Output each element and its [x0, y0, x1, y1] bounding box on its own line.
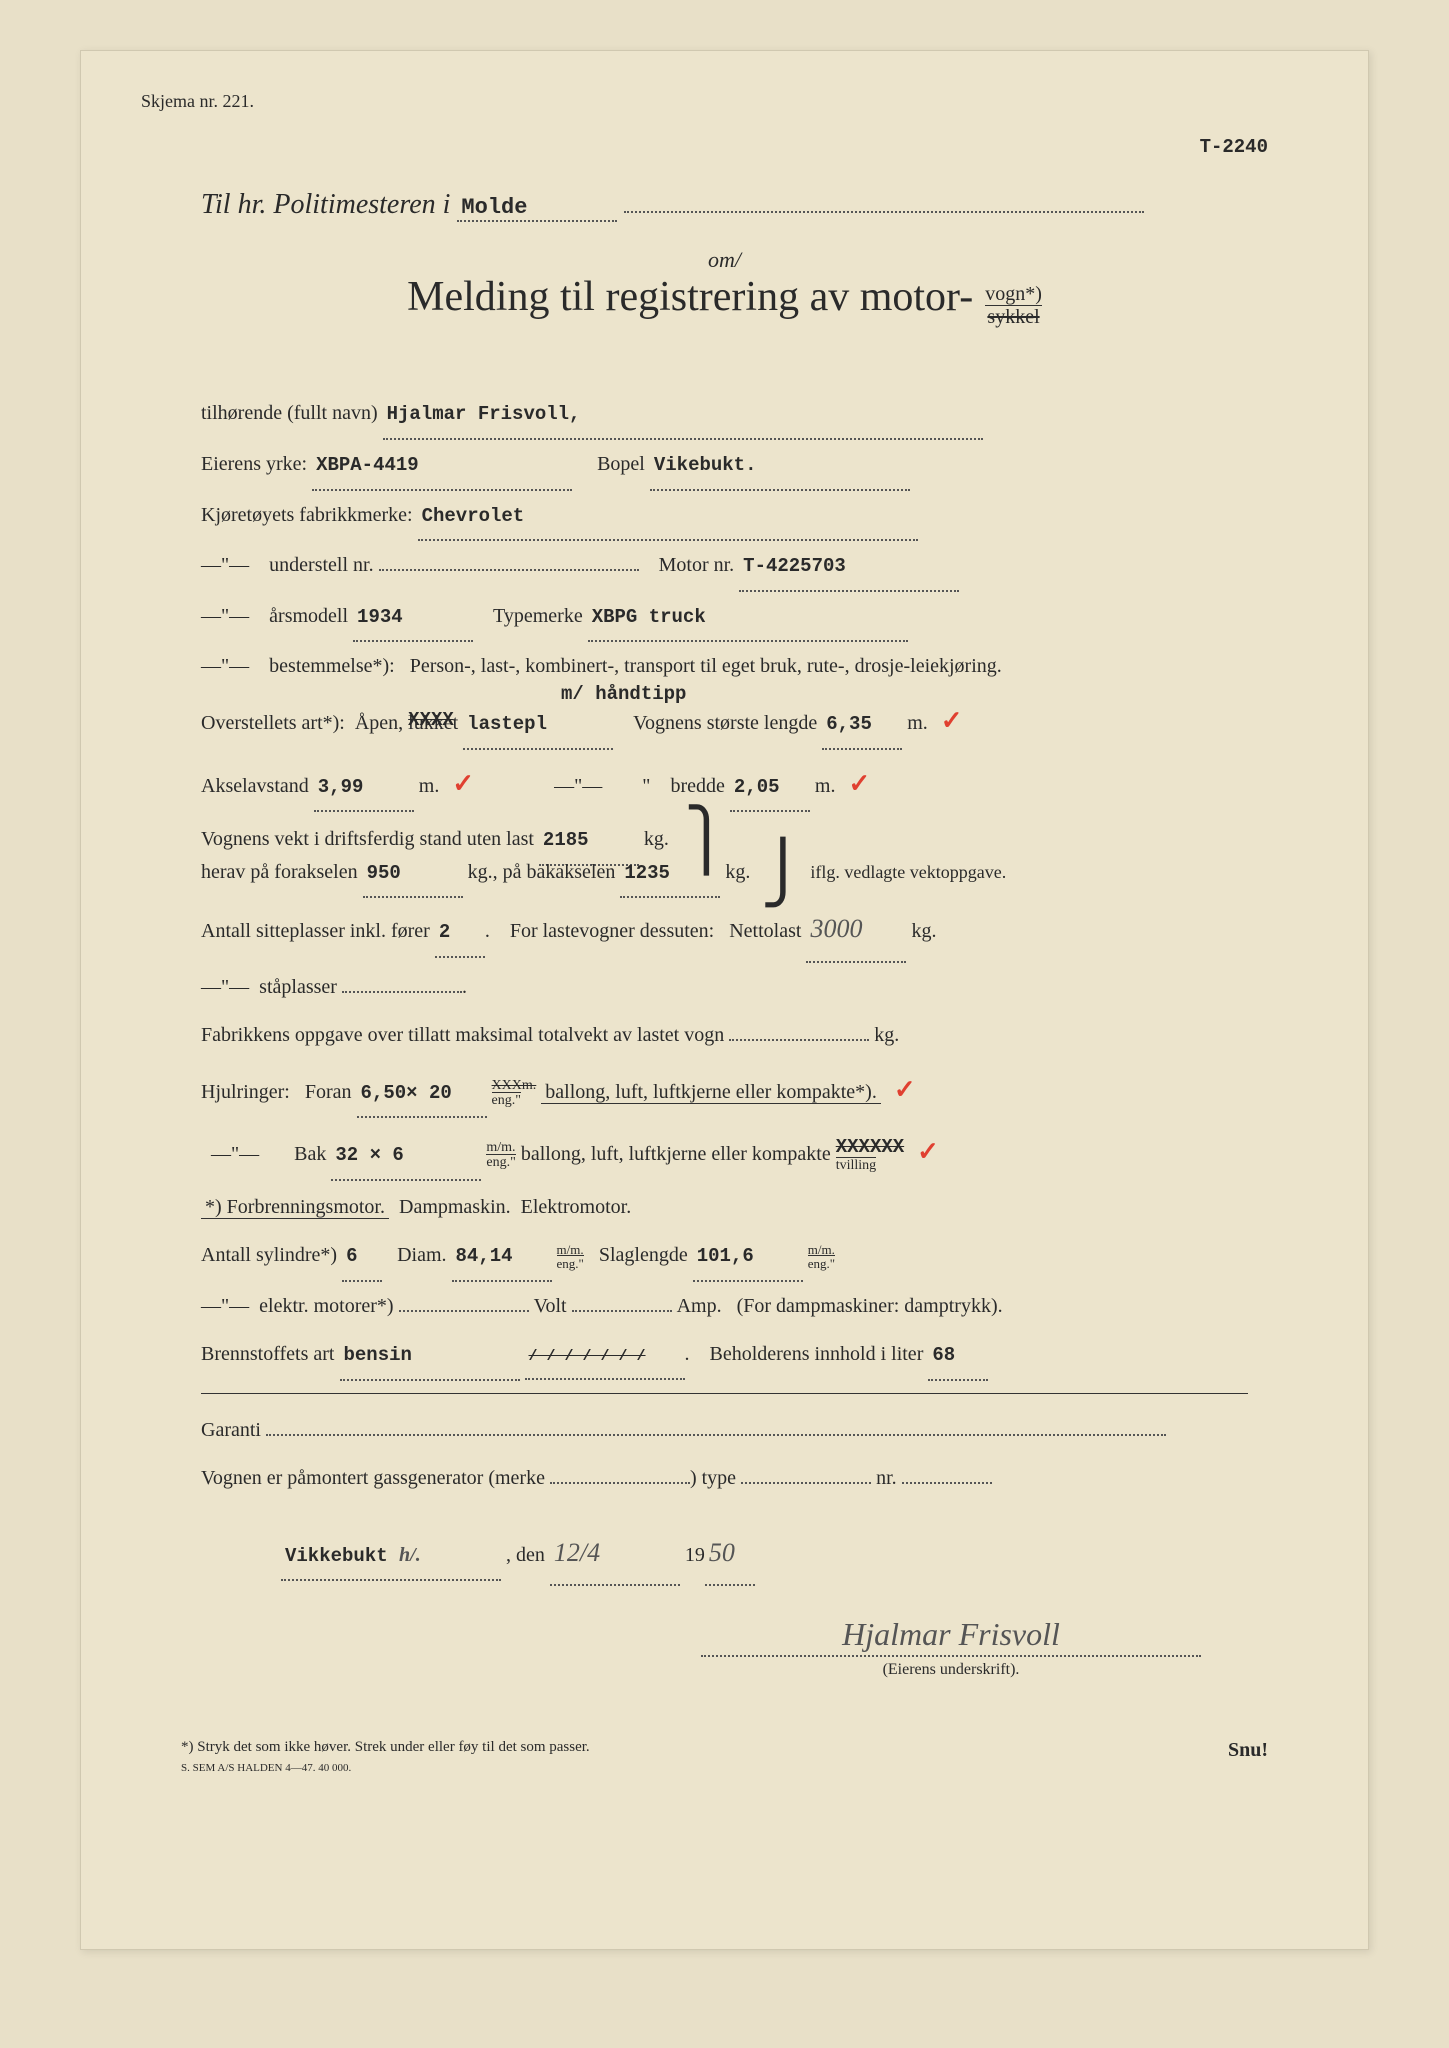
year-row: —"— årsmodell 1934 Typemerke XBPG truck — [201, 592, 1268, 643]
registration-number: T-2240 — [141, 132, 1268, 159]
maxweight-row: Fabrikkens oppgave over tillatt maksimal… — [201, 1011, 1268, 1059]
gasgen-row: Vognen er påmontert gassgenerator (merke… — [201, 1454, 1268, 1502]
check-icon: ✓ — [941, 706, 963, 735]
seats-row: Antall sitteplasser inkl. fører 2. For l… — [201, 898, 1268, 962]
warranty-row: Garanti — [201, 1406, 1268, 1454]
purpose-row: —"— bestemmelse*): Person-, last-, kombi… — [201, 642, 1268, 690]
registration-form: Skjema nr. 221. T-2240 Til hr. Politimes… — [80, 50, 1369, 1950]
signature-block: Hjalmar Frisvoll (Eierens underskrift). — [701, 1616, 1201, 1679]
axle-weight-row: herav på forakselen 950 kg., på bakaksel… — [201, 848, 1268, 899]
fuel-row: Brennstoffets art bensin / / / / / / / .… — [201, 1330, 1268, 1381]
check-icon: ✓ — [452, 769, 474, 798]
date-place-row: Vikkebukt h/. , den 12/4 1950 — [281, 1522, 1268, 1586]
footnote: *) Stryk det som ikke høver. Strek under… — [181, 1739, 1308, 1756]
engine-type-row: *) Forbrenningsmotor. Dampmaskin. Elektr… — [201, 1183, 1268, 1231]
tyres-rear-row: —"— Bak 32 × 6 m/m. eng." ballong, luft,… — [201, 1121, 1268, 1183]
addressee-line: Til hr. Politimesteren i Molde — [201, 189, 1308, 222]
brace-icon: ⎭ — [760, 858, 805, 888]
check-icon: ✓ — [917, 1137, 939, 1166]
printer-mark: S. SEM A/S HALDEN 4—47. 40 000. — [181, 1762, 1308, 1774]
wheelbase-row: Akselavstand 3,99 m. ✓ —"— " bredde 2,05… — [201, 753, 1268, 815]
chassis-row: —"— understell nr. Motor nr. T-4225703 — [201, 541, 1268, 592]
make-row: Kjøretøyets fabrikkmerke: Chevrolet — [201, 491, 1268, 542]
form-number: Skjema nr. 221. — [141, 91, 1308, 112]
body-row: m/ håndtipp Overstellets art*): Åpen, XX… — [201, 690, 1268, 752]
check-icon: ✓ — [848, 769, 870, 798]
divider — [201, 1393, 1248, 1394]
electric-row: —"— elektr. motorer*) Volt Amp. (For dam… — [201, 1282, 1268, 1330]
snu-label: Snu! — [1228, 1739, 1268, 1762]
tyres-front-row: Hjulringer: Foran 6,50× 20 XXXm. eng." b… — [201, 1059, 1268, 1121]
cylinders-row: Antall sylindre*) 6 Diam. 84,14 m/m. eng… — [201, 1231, 1268, 1282]
check-icon: ✓ — [894, 1075, 916, 1104]
title: Melding til registrering av motor- vogn*… — [141, 273, 1308, 329]
standing-row: —"— ståplasser . — [201, 963, 1268, 1011]
occupation-row: Eierens yrke: XBPA-4419 Bopel Vikebukt. — [201, 440, 1268, 491]
om-label: om/ — [141, 247, 1308, 273]
owner-row: tilhørende (fullt navn) Hjalmar Frisvoll… — [201, 389, 1268, 440]
